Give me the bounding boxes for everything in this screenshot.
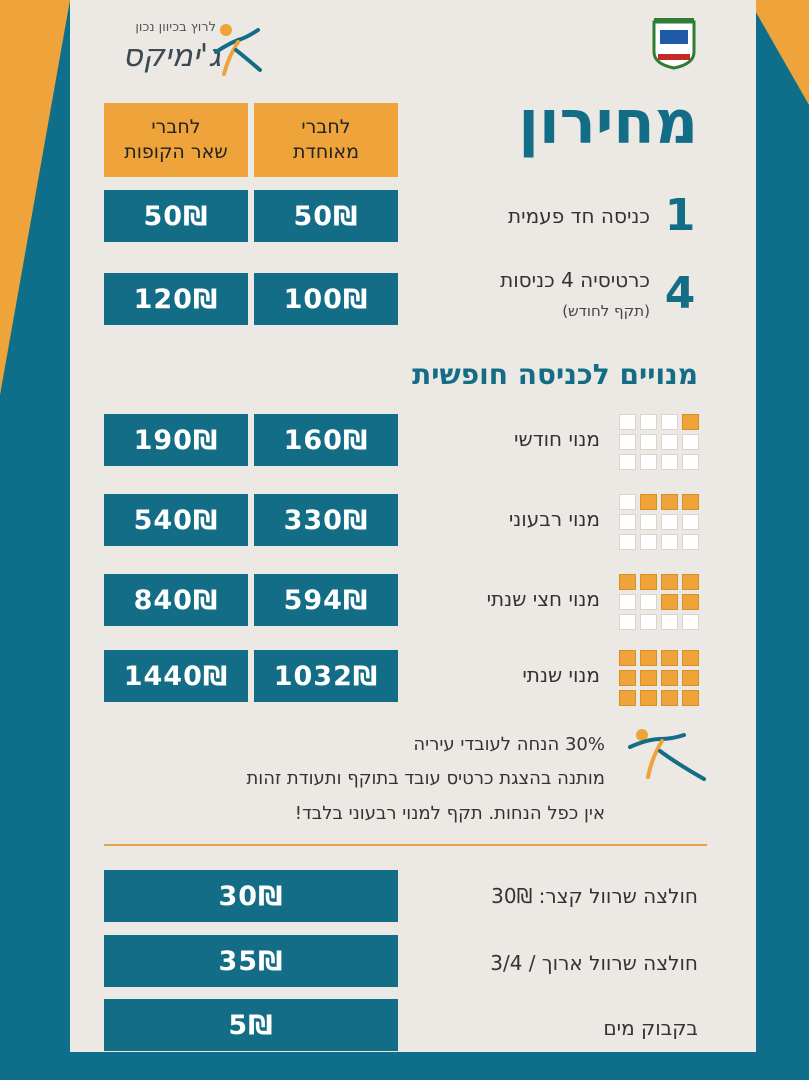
- extra-price: 5₪: [104, 999, 398, 1051]
- header-members-union: לחברי מאוחדת: [254, 103, 398, 177]
- calendar-icon: [617, 650, 699, 706]
- discount-note-3: אין כפל הנחות. תקף למנוי רבעוני בלבד!: [294, 803, 605, 824]
- entry-sublabel: (תקף לחודש): [562, 302, 650, 320]
- price-other: 120₪: [104, 273, 248, 325]
- runner-icon: [628, 729, 706, 781]
- discount-note-1: 30% הנחה לעובדי עיריה: [413, 734, 605, 755]
- extra-price: 35₪: [104, 935, 398, 987]
- price-union: 330₪: [254, 494, 398, 546]
- subscription-label: מנוי חודשי: [514, 427, 600, 451]
- calendar-icon: [617, 414, 699, 470]
- price-union: 594₪: [254, 574, 398, 626]
- entry-label: כרטיסיה 4 כניסות: [500, 268, 650, 292]
- extra-label: חולצה שרוול קצר: 30₪: [491, 884, 698, 908]
- entry-number: 1: [664, 190, 696, 241]
- price-other: 50₪: [104, 190, 248, 242]
- subscription-label: מנוי שנתי: [522, 663, 600, 687]
- discount-note-2: מותנה בהצגת כרטיס עובד בתוקף ותעודת זהות: [246, 768, 605, 789]
- runner-logo-icon: [214, 24, 262, 76]
- extra-price: 30₪: [104, 870, 398, 922]
- page-title: מחירון: [518, 88, 698, 158]
- price-other: 540₪: [104, 494, 248, 546]
- price-union: 100₪: [254, 273, 398, 325]
- logo-tagline: לרוץ בכיוון נכון: [135, 20, 216, 35]
- subscriptions-title: מנויים לכניסה חופשית: [412, 358, 698, 391]
- calendar-icon: [617, 494, 699, 550]
- subscription-label: מנוי רבעוני: [508, 507, 600, 531]
- divider: [104, 844, 707, 846]
- entry-label: כניסה חד פעמית: [507, 204, 650, 228]
- subscription-label: מנוי חצי שנתי: [486, 587, 600, 611]
- logo-name: ג'ימיקס: [122, 38, 221, 74]
- gymix-logo: לרוץ בכיוון נכון ג'ימיקס: [96, 20, 266, 80]
- header-members-other: לחברי שאר הקופות: [104, 103, 248, 177]
- price-union: 50₪: [254, 190, 398, 242]
- background-orange-shape: [0, 0, 70, 395]
- price-other: 840₪: [104, 574, 248, 626]
- extra-label: חולצה שרוול ארוך / 3/4: [490, 951, 698, 975]
- price-union: 160₪: [254, 414, 398, 466]
- background-orange-corner: [749, 0, 809, 105]
- price-union: 1032₪: [254, 650, 398, 702]
- entry-number: 4: [664, 268, 696, 319]
- municipality-crest-icon: [652, 18, 696, 70]
- extra-label: בקבוק מים: [603, 1016, 698, 1040]
- calendar-icon: [617, 574, 699, 630]
- price-other: 190₪: [104, 414, 248, 466]
- price-other: 1440₪: [104, 650, 248, 702]
